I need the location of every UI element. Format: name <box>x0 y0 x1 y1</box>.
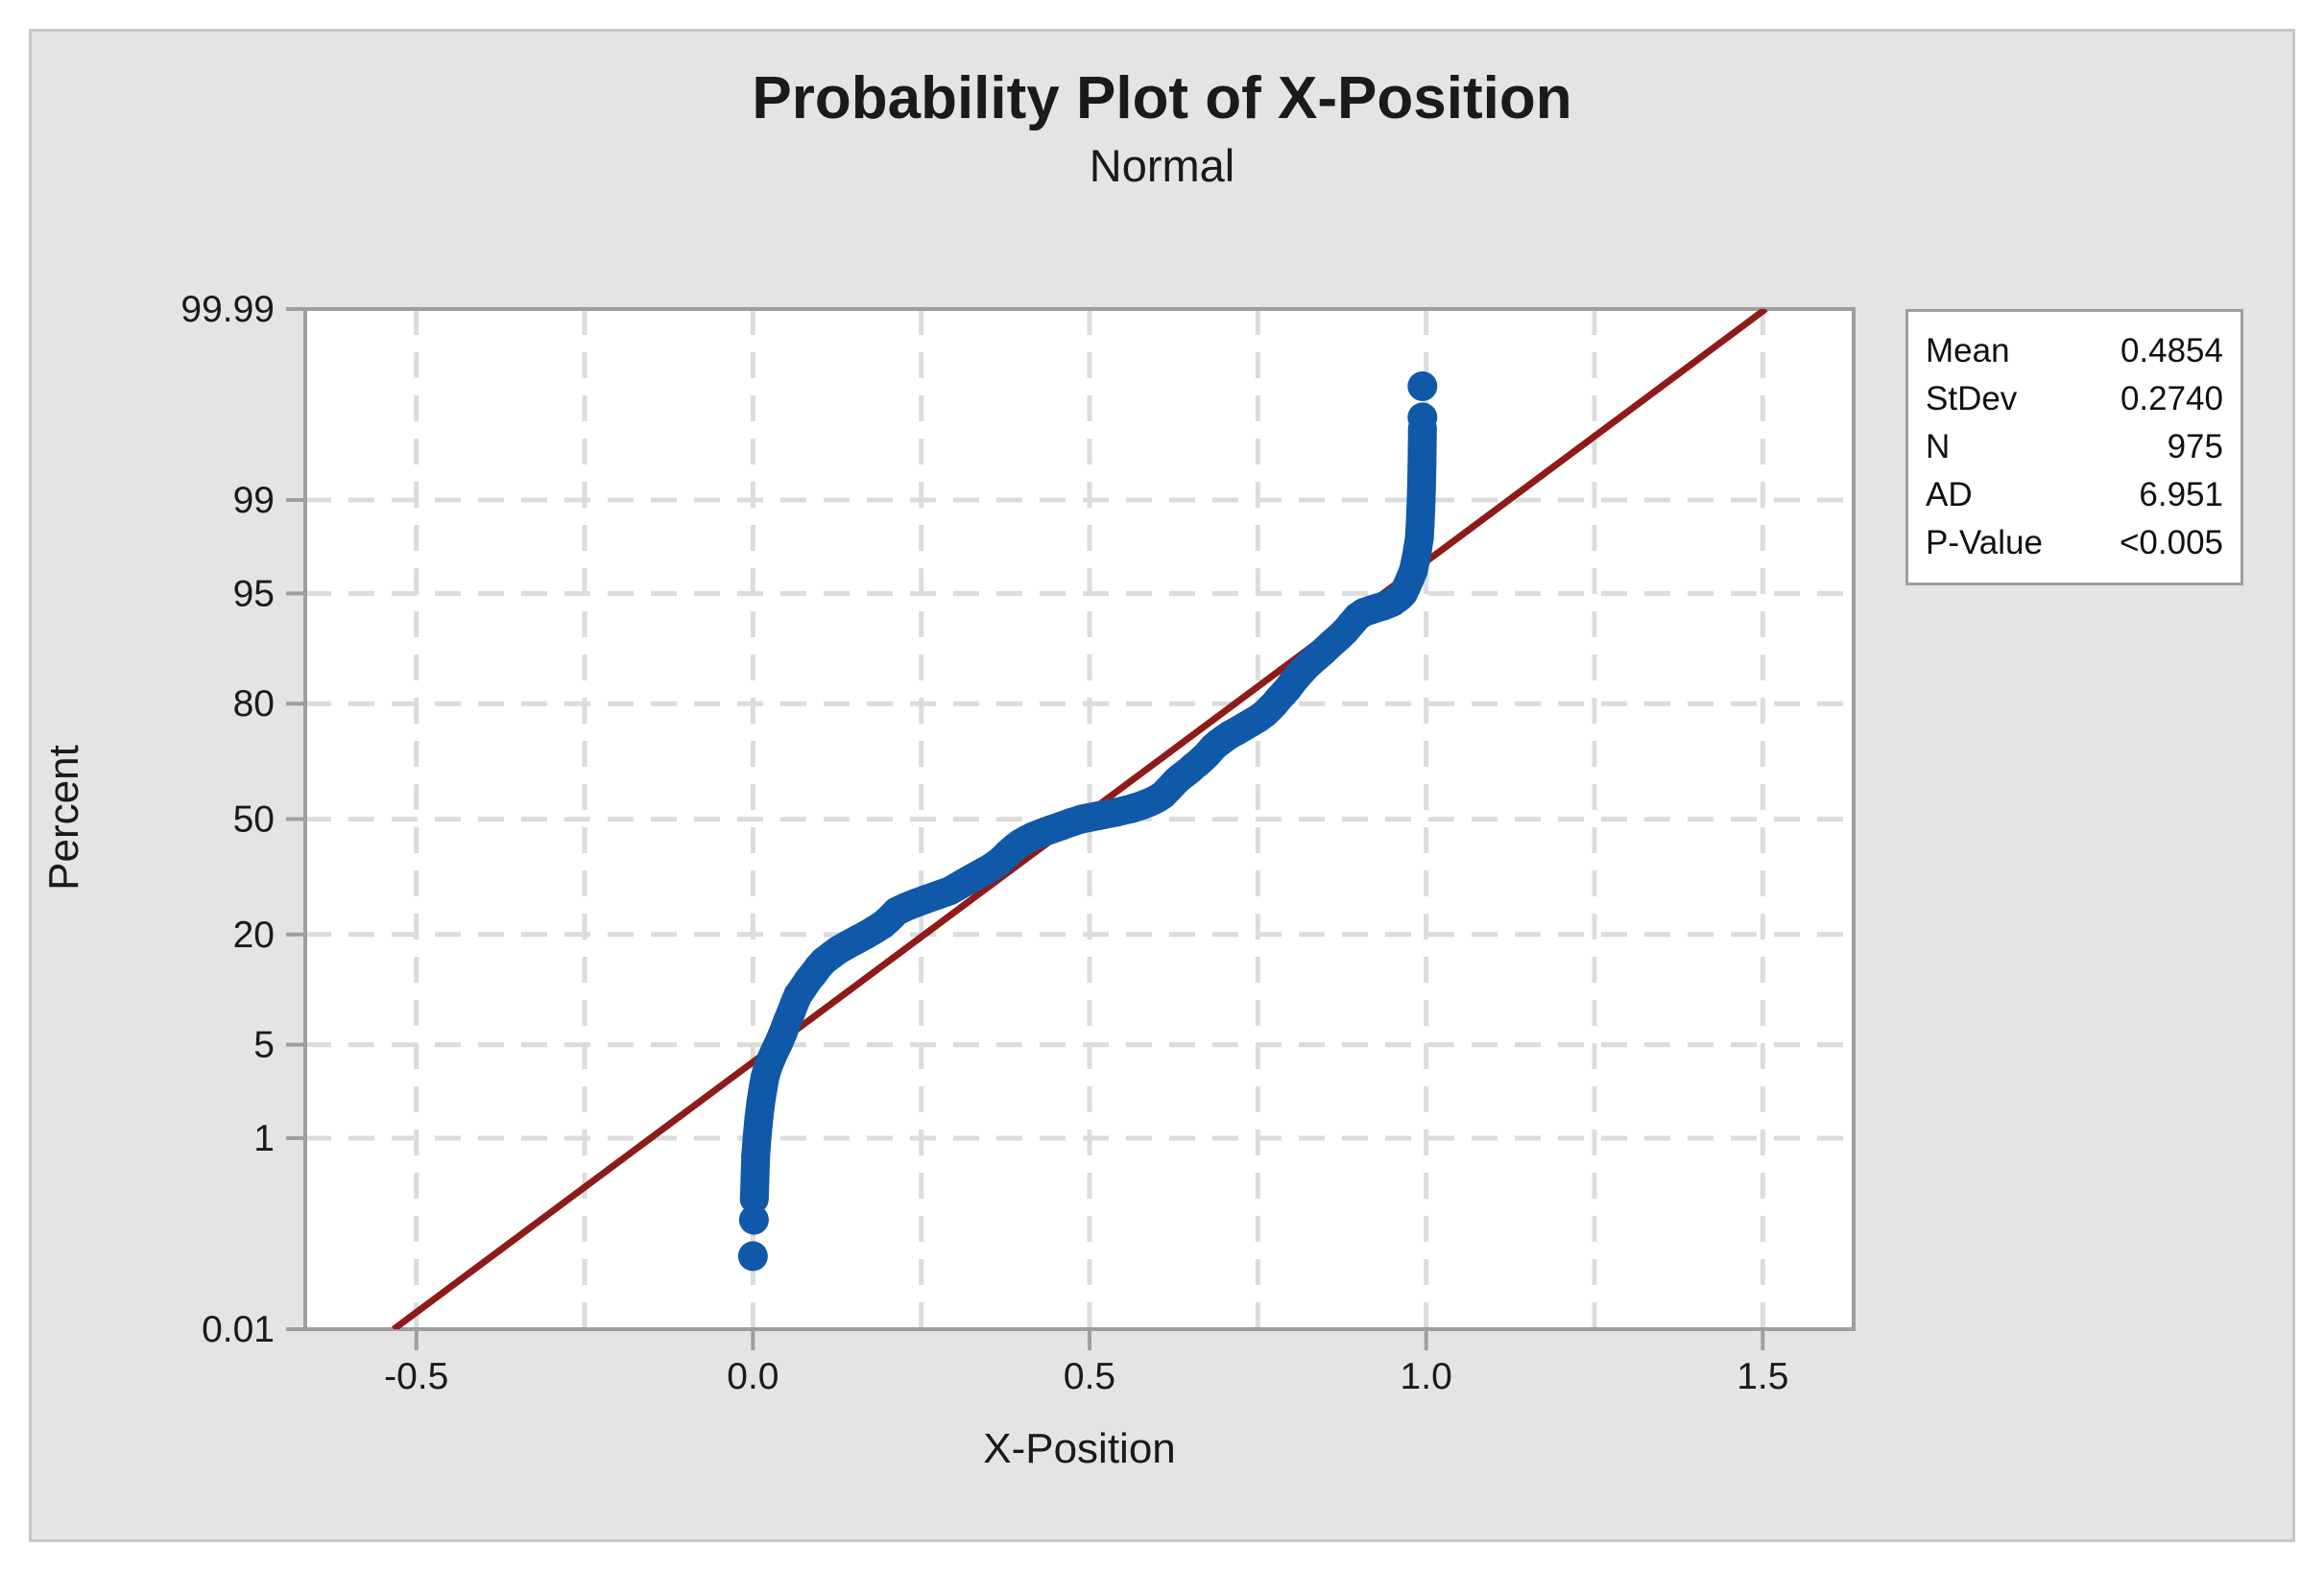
stats-value: 6.951 <box>2139 476 2223 513</box>
y-tick-label: 50 <box>233 799 275 841</box>
stats-value: <0.005 <box>2119 524 2223 561</box>
y-tick-label: 0.01 <box>202 1309 275 1350</box>
y-tick-label: 99 <box>233 480 275 521</box>
y-tick-label: 99.99 <box>180 289 275 330</box>
stats-value: 975 <box>2167 428 2223 465</box>
data-point <box>1406 474 1436 504</box>
data-point-outlier <box>1407 402 1438 433</box>
stats-row-stdev: StDev 0.2740 <box>1926 375 2223 423</box>
stats-row-ad: AD 6.951 <box>1926 471 2223 519</box>
data-point <box>1407 451 1437 481</box>
stats-label: P-Value <box>1926 524 2043 561</box>
data-point <box>739 1184 769 1214</box>
plot-border <box>303 307 1856 1331</box>
x-axis-title: X-Position <box>983 1425 1176 1472</box>
data-point <box>740 1162 770 1192</box>
x-tick-label: 1.5 <box>1737 1356 1788 1397</box>
data-point <box>1406 494 1436 524</box>
x-tick-label: 1.0 <box>1401 1356 1452 1397</box>
stats-row-pvalue: P-Value <0.005 <box>1926 519 2223 567</box>
stats-label: Mean <box>1926 332 2010 369</box>
x-tick-label: 0.0 <box>727 1356 779 1397</box>
data-point-outlier <box>738 1204 769 1235</box>
stats-row-n: N 975 <box>1926 423 2223 471</box>
y-axis-title: Percent <box>40 745 87 891</box>
figure-panel: -0.5 0.0 0.5 1.0 1.5 99.99 99 95 80 50 20 5 1 0.01 Pr… <box>29 29 2295 1542</box>
stats-label: AD <box>1926 476 1973 513</box>
stats-label: N <box>1926 428 1951 465</box>
chart-title: Probability Plot of X-Position <box>752 65 1572 131</box>
y-tick-label: 20 <box>233 915 275 956</box>
legend-stats-panel: Mean 0.4854 StDev 0.2740 N 975 AD 6.951 P-Value <… <box>1905 309 2243 585</box>
x-tick-label: 0.5 <box>1064 1356 1115 1397</box>
y-tick-label: 95 <box>233 573 275 614</box>
y-tick-label: 80 <box>233 683 275 725</box>
data-point-outlier <box>737 1241 768 1272</box>
plot-area: -0.5 0.0 0.5 1.0 1.5 99.99 99 95 80 50 20 5 1 0.01 <box>180 289 1856 1397</box>
y-tick-label: 1 <box>253 1118 275 1159</box>
chart-subtitle: Normal <box>1089 140 1235 191</box>
data-point-outlier <box>1407 370 1438 401</box>
stats-label: StDev <box>1926 380 2018 417</box>
x-tick-label: -0.5 <box>384 1356 448 1397</box>
data-point <box>742 1123 772 1153</box>
y-tick-label: 5 <box>253 1025 275 1066</box>
stats-value: 0.2740 <box>2120 380 2223 417</box>
stats-row-mean: Mean 0.4854 <box>1926 327 2223 375</box>
stats-value: 0.4854 <box>2120 332 2223 369</box>
